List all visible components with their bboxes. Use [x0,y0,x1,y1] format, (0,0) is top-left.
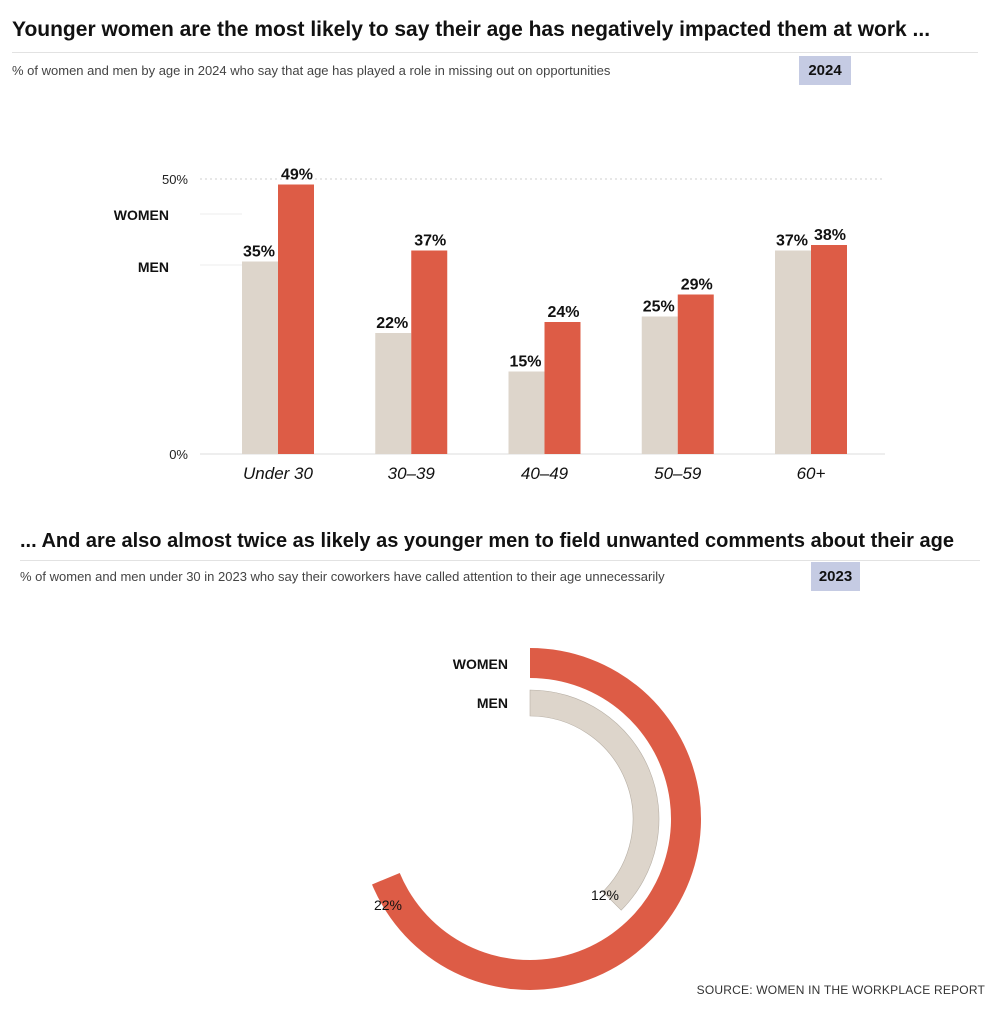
data-label-men: 37% [776,233,808,250]
bar-women [544,322,581,454]
data-label-women: 38% [814,227,846,244]
y-tick-label: 0% [169,447,188,462]
radial-bar-men [529,689,660,911]
x-category-label: 30–39 [388,464,436,483]
data-label-women: 37% [414,233,446,250]
data-label-men: 25% [643,299,675,316]
bar-chart: 0% 50% WOMEN MEN 35% 49% Under 30 22% 37% 30–39 15… [114,167,885,483]
bar-men [508,371,545,454]
legend-label-men: MEN [138,259,169,275]
source-note: SOURCE: WOMEN IN THE WORKPLACE REPORT [696,983,985,997]
bar-men [375,333,412,454]
bar-men [242,261,278,454]
top-year-badge: 2024 [799,56,851,85]
data-label-men: 35% [243,244,275,261]
top-chart-title: Younger women are the most likely to say… [12,18,931,41]
radial-value-women: 22% [374,897,402,913]
data-label-women: 24% [547,304,579,321]
x-category-label: 50–59 [654,464,702,483]
bottom-year-badge: 2023 [811,562,860,591]
x-category-label: Under 30 [243,464,313,483]
data-label-men: 15% [509,354,541,371]
top-title-divider [12,52,978,53]
bar-women [677,294,714,454]
y-tick-label: 50% [162,172,188,187]
data-label-women: 29% [681,277,713,294]
x-category-label: 60+ [797,464,826,483]
radial-label-women: WOMEN [453,656,508,672]
bar-women [278,184,314,454]
bottom-chart-title: ... And are also almost twice as likely … [20,530,954,552]
data-label-women: 49% [281,167,313,184]
radial-value-men: 12% [591,887,619,903]
bottom-chart-subtitle: % of women and men under 30 in 2023 who … [20,569,665,584]
legend-label-women: WOMEN [114,207,169,223]
bar-men [641,316,678,454]
bar-women [411,250,448,454]
bar-women [811,245,847,454]
bottom-title-divider [20,560,980,561]
top-chart-subtitle: % of women and men by age in 2024 who sa… [12,63,611,78]
data-label-men: 22% [376,315,408,332]
bar-men [775,250,811,454]
x-category-label: 40–49 [521,464,569,483]
radial-label-men: MEN [477,695,508,711]
